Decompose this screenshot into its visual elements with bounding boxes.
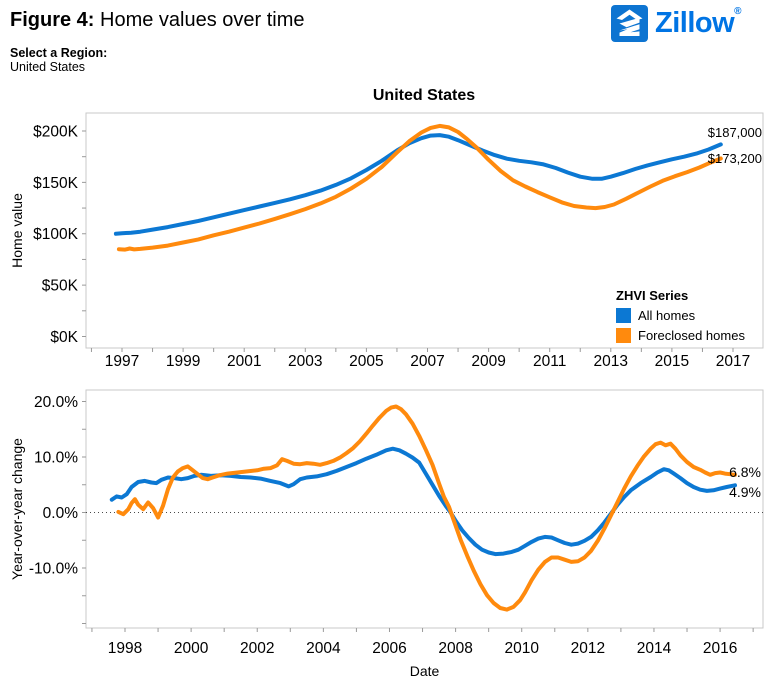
chart-yoy-change: 1998 2000 2002 2004 2006 2008 2010 2012 2014 2016…	[9, 389, 764, 679]
x-axis-tick-label: 2009	[471, 353, 505, 370]
x-axis-tick-label: 2004	[306, 640, 341, 657]
legend-item-foreclosed-homes[interactable]: Foreclosed homes	[616, 328, 745, 343]
all-homes-swatch-icon	[616, 308, 631, 323]
end-value-label: $187,000	[708, 125, 762, 140]
chart-line-all_homes[interactable]	[109, 446, 737, 557]
x-axis-tick-label: 2015	[655, 353, 689, 370]
x-axis-tick-label: 2003	[288, 353, 322, 370]
x-axis-tick-label: 1999	[166, 353, 200, 370]
figure-number: Figure 4:	[10, 9, 95, 31]
x-axis-tick-label: 2010	[504, 640, 539, 657]
legend-title: ZHVI Series	[616, 288, 689, 303]
legend-item-all-homes[interactable]: All homes	[616, 308, 745, 323]
foreclosed-homes-swatch-icon	[616, 328, 631, 343]
y-axis-tick-label: $100K	[33, 226, 78, 243]
legend-item-label: All homes	[638, 308, 696, 323]
chart-line-all_homes[interactable]	[113, 133, 723, 236]
end-value-label: 4.9%	[729, 484, 761, 500]
x-axis-tick-label: 2017	[716, 353, 750, 370]
x-axis-tick-label: 2008	[438, 640, 472, 657]
chart-home-value: 1997 1999 2001 2003 2005 2007 2009 2011 2013 2015…	[9, 87, 764, 370]
x-axis-tick-label: 1997	[105, 353, 139, 370]
y-axis-title: Home value	[9, 193, 25, 268]
y-axis-tick-label: 0.0%	[43, 505, 79, 522]
region-selector-value[interactable]: United States	[10, 60, 86, 74]
region-selector: Select a Region: United States	[10, 46, 107, 74]
chart-line-foreclosed[interactable]	[116, 404, 737, 612]
y-axis-tick-label: $50K	[42, 278, 79, 295]
x-axis-tick-label: 2000	[174, 640, 209, 657]
y-axis-tick-label: 10.0%	[34, 449, 78, 466]
chart-title: United States	[373, 87, 475, 104]
x-axis-tick-label: 1998	[108, 640, 142, 657]
x-axis-tick-label: 2006	[372, 640, 406, 657]
x-axis-title: Date	[410, 663, 440, 679]
legend: ZHVI Series All homes Foreclosed homes	[616, 288, 745, 343]
end-value-label: 6.8%	[729, 464, 761, 480]
y-axis-title: Year-over-year change	[9, 438, 25, 580]
x-axis-tick-label: 2001	[227, 353, 261, 370]
x-axis-tick-label: 2005	[349, 353, 383, 370]
x-axis-tick-label: 2011	[533, 353, 566, 370]
y-axis-tick-label: -10.0%	[29, 560, 78, 577]
x-axis-tick-label: 2012	[571, 640, 605, 657]
panel-border	[85, 389, 764, 629]
panel-border	[85, 112, 764, 349]
registered-mark: ®	[734, 6, 742, 17]
zillow-logo: Zillow ®	[611, 5, 742, 42]
zillow-wordmark: Zillow	[655, 7, 735, 39]
figure-header: Figure 4: Home values over time	[10, 8, 305, 32]
x-axis-tick-label: 2016	[703, 640, 737, 657]
end-value-label: $173,200	[708, 151, 762, 166]
y-axis-tick-label: 20.0%	[34, 394, 78, 411]
x-axis-tick-label: 2002	[240, 640, 274, 657]
x-axis-tick-label: 2007	[410, 353, 444, 370]
x-axis-tick-label: 2014	[637, 640, 672, 657]
y-axis-tick-label: $150K	[33, 175, 78, 192]
zillow-house-icon	[611, 5, 648, 42]
y-axis-tick-label: $200K	[33, 123, 78, 140]
x-axis-tick-label: 2013	[594, 353, 628, 370]
figure-title: Home values over time	[94, 9, 305, 31]
legend-item-label: Foreclosed homes	[638, 328, 745, 343]
y-axis-tick-label: $0K	[50, 329, 78, 346]
chart-line-foreclosed[interactable]	[116, 123, 723, 252]
region-selector-label: Select a Region:	[10, 46, 108, 60]
